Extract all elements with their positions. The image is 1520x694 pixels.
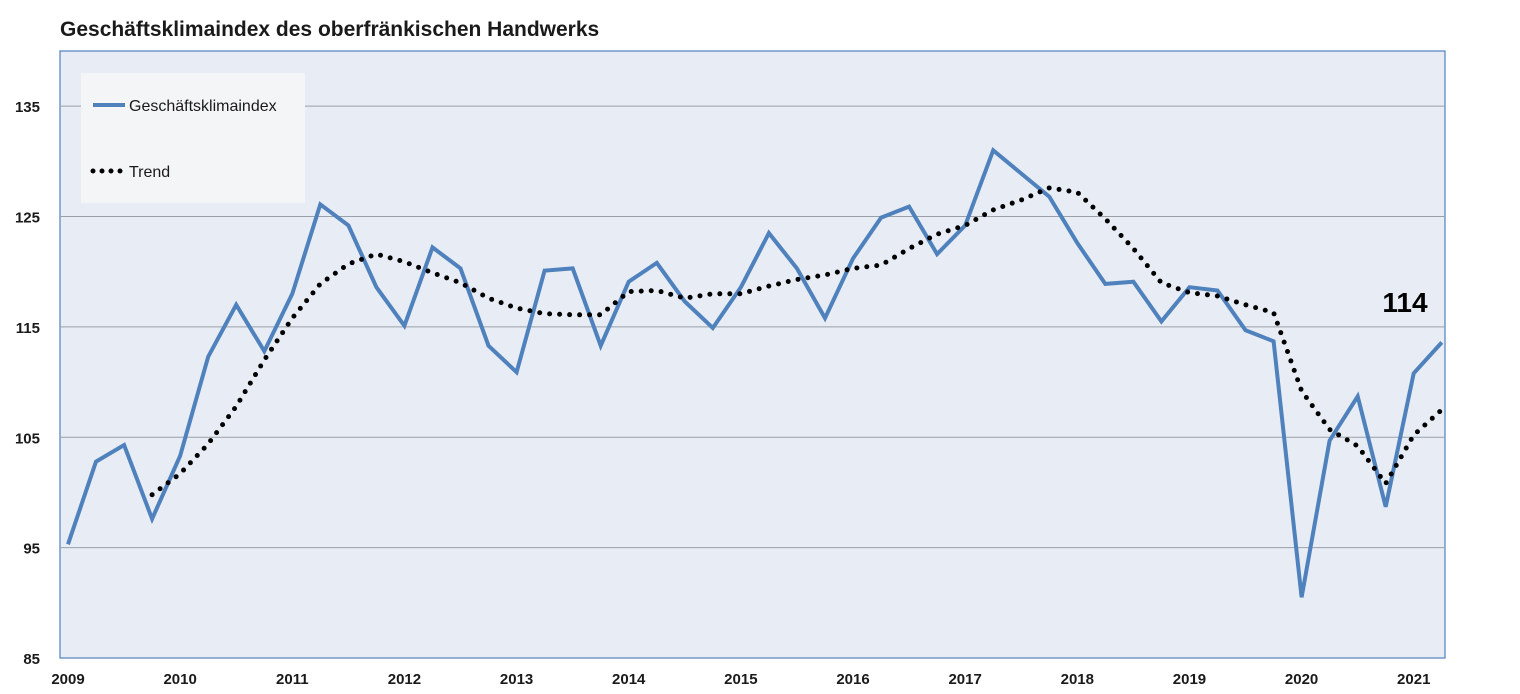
- x-tick-label: 2016: [836, 671, 869, 688]
- x-tick-label: 2018: [1061, 671, 1094, 688]
- x-tick-label: 2011: [276, 671, 309, 688]
- y-tick-label: 85: [23, 651, 40, 668]
- x-tick-label: 2010: [163, 671, 196, 688]
- x-tick-label: 2017: [948, 671, 981, 688]
- x-tick-label: 2019: [1173, 671, 1206, 688]
- series-layer: [66, 146, 1445, 598]
- y-tick-label: 105: [15, 430, 40, 447]
- legend: Geschäftsklimaindex Trend: [81, 73, 305, 203]
- x-tick-label: 2013: [500, 671, 533, 688]
- chart-title: Geschäftsklimaindex des oberfränkischen …: [60, 18, 600, 41]
- annotation-latest-value: 114: [1382, 287, 1428, 318]
- x-tick-label: 2014: [612, 671, 646, 688]
- legend-label-trend: Trend: [129, 164, 170, 181]
- y-tick-label: 125: [15, 210, 40, 227]
- x-tick-label: 2009: [51, 671, 84, 688]
- x-tick-label: 2012: [388, 671, 421, 688]
- y-axis: 85 95 105 115 125 135: [15, 99, 40, 668]
- series-line-trend: [149, 185, 1445, 498]
- x-axis: 2009 2010 2011 2012 2013 2014 2015 2016 2017 2018…: [51, 671, 1430, 688]
- series-line-geschaeftsklimaindex: [66, 146, 1444, 598]
- legend-label-geschaeftsklimaindex: Geschäftsklimaindex: [129, 98, 277, 115]
- legend-box: [81, 73, 305, 203]
- y-tick-label: 135: [15, 99, 40, 116]
- x-tick-label: 2020: [1285, 671, 1318, 688]
- y-tick-label: 115: [16, 320, 40, 337]
- x-tick-label: 2015: [724, 671, 757, 688]
- y-tick-label: 95: [23, 541, 40, 558]
- x-tick-label: 2021: [1397, 671, 1430, 688]
